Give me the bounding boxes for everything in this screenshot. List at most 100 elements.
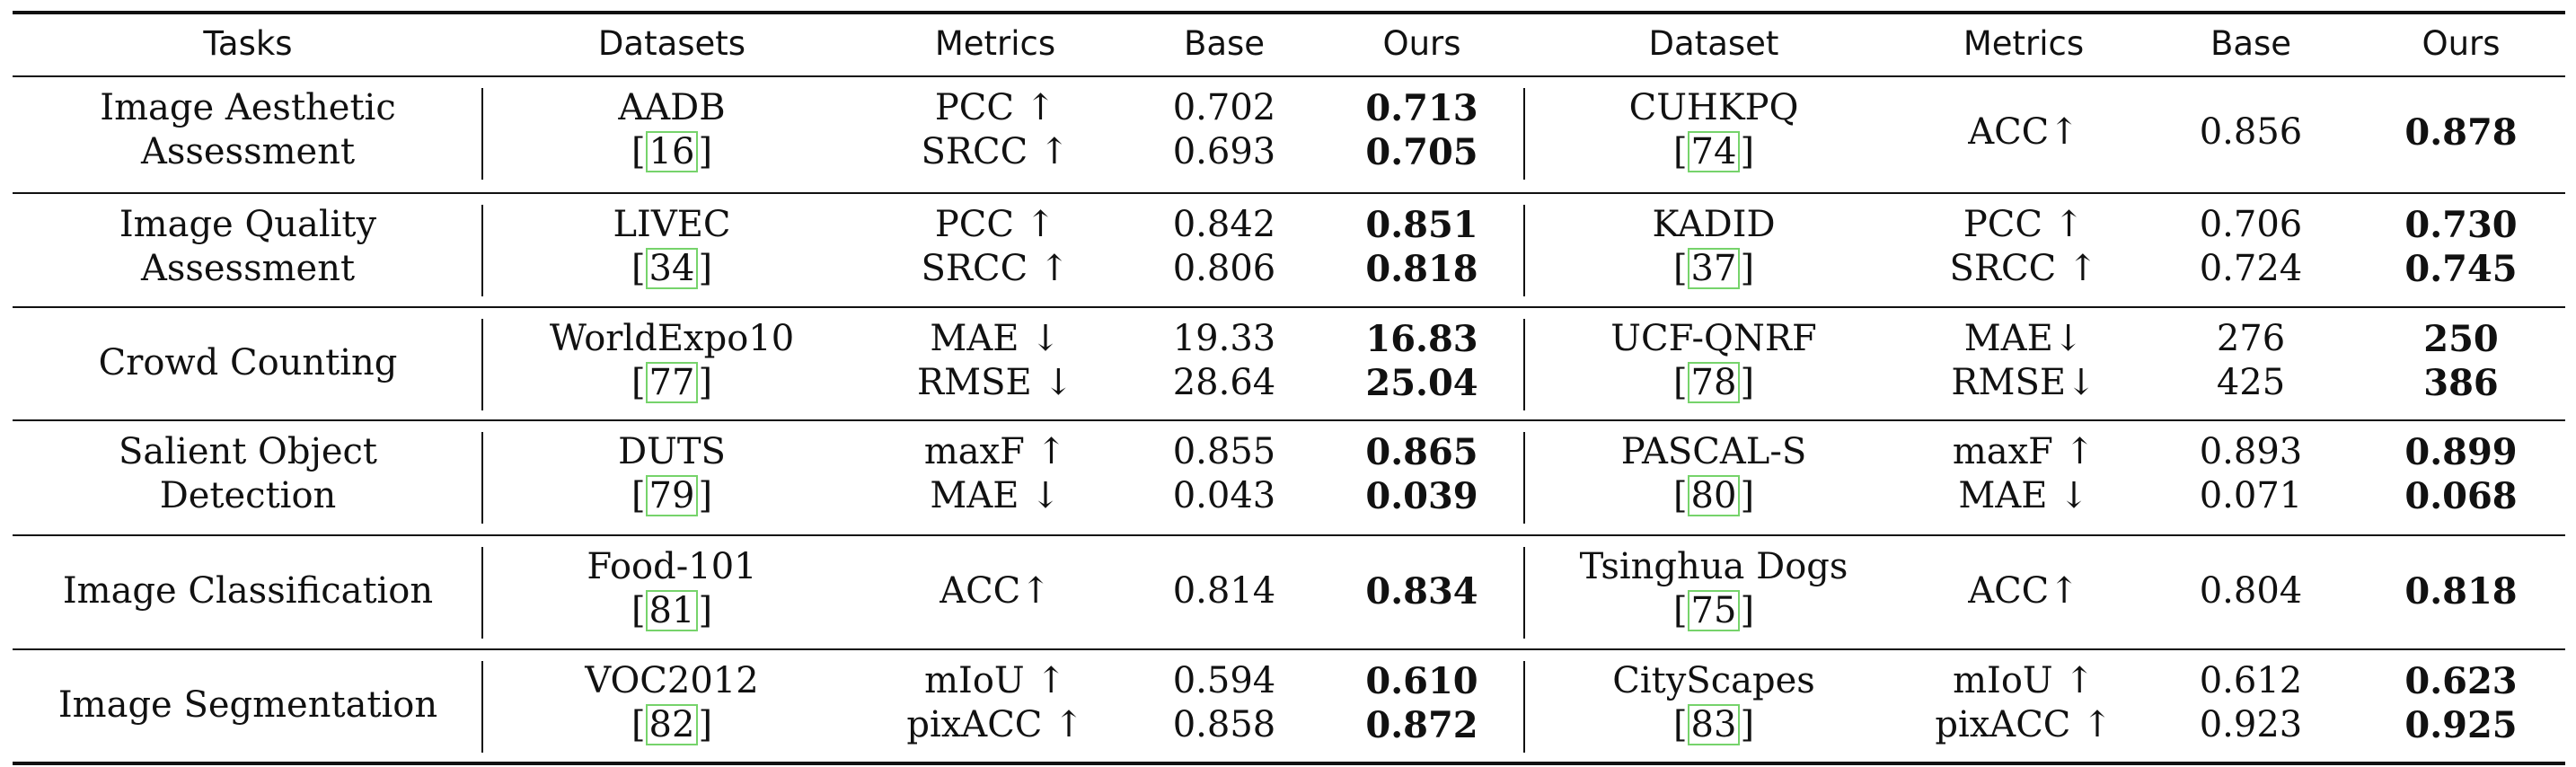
- right-base-value: 0.923: [2199, 704, 2303, 745]
- right-dataset-citation: [74]: [1525, 130, 1902, 174]
- citation-bracket-close: ]: [1740, 475, 1755, 516]
- citation-number[interactable]: 77: [645, 362, 699, 403]
- citation-number[interactable]: 78: [1687, 362, 1741, 403]
- right-base-value: 0.804: [2199, 569, 2303, 612]
- right-ours-value: 0.623: [2404, 660, 2518, 702]
- column-separator: [481, 319, 483, 410]
- column-separator: [1523, 319, 1525, 410]
- citation-bracket-close: ]: [1740, 131, 1755, 172]
- task-name-line2: Detection: [159, 475, 337, 516]
- header-ours-left: Ours: [1382, 24, 1461, 63]
- right-metric: pixACC ↑: [1935, 704, 2113, 745]
- left-metric: RMSE ↓: [917, 362, 1073, 403]
- citation-number[interactable]: 75: [1687, 590, 1741, 631]
- row-rule: [13, 419, 2565, 421]
- right-dataset-name: CUHKPQ: [1628, 87, 1799, 128]
- right-metric: ACC↑: [1968, 569, 2079, 612]
- header-metrics-right: Metrics: [1963, 24, 2085, 63]
- right-metric: RMSE↓: [1951, 362, 2096, 403]
- citation-bracket-close: ]: [698, 590, 713, 631]
- right-dataset-name: CityScapes: [1612, 660, 1815, 701]
- citation-bracket-open: [: [1672, 248, 1688, 289]
- left-ours-value: 0.610: [1365, 660, 1478, 702]
- left-metric: PCC ↑: [934, 87, 1056, 128]
- citation-number[interactable]: 74: [1687, 131, 1741, 172]
- citation-bracket-close: ]: [1740, 248, 1755, 289]
- right-metric: mIoU ↑: [1953, 660, 2095, 701]
- left-base-value: 0.693: [1172, 131, 1276, 172]
- left-dataset-citation: [79]: [483, 474, 860, 518]
- column-separator: [481, 661, 483, 753]
- right-ours-value: 386: [2423, 362, 2499, 404]
- citation-bracket-open: [: [1672, 362, 1688, 403]
- right-metric: PCC ↑: [1963, 204, 2085, 245]
- left-dataset-citation: [77]: [483, 361, 860, 405]
- header-base-left: Base: [1183, 24, 1266, 63]
- left-ours-value: 0.834: [1365, 569, 1478, 613]
- right-base-value: 0.612: [2199, 660, 2303, 701]
- citation-bracket-close: ]: [698, 704, 713, 745]
- left-base-value: 0.043: [1172, 475, 1276, 516]
- left-dataset-citation: [82]: [483, 703, 860, 747]
- left-base-value: 0.858: [1172, 704, 1276, 745]
- results-table: Tasks Datasets Metrics Base Ours Dataset…: [13, 11, 2565, 767]
- citation-bracket-close: ]: [1740, 362, 1755, 403]
- citation-number[interactable]: 79: [645, 475, 699, 516]
- column-separator: [481, 205, 483, 296]
- right-ours-value: 0.745: [2404, 248, 2518, 290]
- right-ours-value: 0.878: [2404, 110, 2518, 154]
- task-name-line2: Assessment: [140, 131, 356, 172]
- right-metric: SRCC ↑: [1949, 248, 2098, 289]
- column-separator: [481, 547, 483, 639]
- left-metric: ACC↑: [940, 569, 1051, 612]
- left-dataset-citation: [16]: [483, 130, 860, 174]
- left-ours-value: 0.713: [1365, 87, 1478, 129]
- row-rule: [13, 648, 2565, 650]
- left-base-value: 0.702: [1172, 87, 1276, 128]
- citation-bracket-open: [: [631, 590, 646, 631]
- right-dataset-name: Tsinghua Dogs: [1579, 546, 1848, 587]
- header-base-right: Base: [2210, 24, 2292, 63]
- row-rule: [13, 534, 2565, 536]
- citation-number[interactable]: 16: [645, 131, 699, 172]
- right-metric: MAE ↓: [1958, 475, 2089, 516]
- left-metric: mIoU ↑: [924, 660, 1066, 701]
- citation-number[interactable]: 80: [1687, 475, 1741, 516]
- right-dataset-name: PASCAL-S: [1620, 431, 1807, 472]
- left-metric: MAE ↓: [930, 318, 1061, 359]
- citation-bracket-close: ]: [698, 131, 713, 172]
- left-dataset-citation: [34]: [483, 247, 860, 291]
- column-separator: [1523, 547, 1525, 639]
- left-ours-value: 16.83: [1365, 318, 1478, 360]
- right-base-value: 425: [2216, 362, 2286, 403]
- left-ours-value: 0.818: [1365, 248, 1478, 290]
- top-rule: [13, 11, 2565, 14]
- right-ours-value: 0.730: [2404, 204, 2518, 246]
- column-separator: [1523, 432, 1525, 524]
- task-name: Crowd Counting: [98, 341, 398, 384]
- citation-number[interactable]: 37: [1687, 248, 1741, 289]
- citation-number[interactable]: 83: [1687, 704, 1741, 745]
- row-rule: [13, 306, 2565, 308]
- right-metric: ACC↑: [1968, 110, 2079, 153]
- citation-bracket-open: [: [1672, 590, 1688, 631]
- left-ours-value: 0.851: [1365, 204, 1478, 246]
- citation-number[interactable]: 34: [645, 248, 699, 289]
- header-dataset-right: Dataset: [1648, 24, 1779, 63]
- left-ours-value: 0.039: [1365, 475, 1478, 517]
- citation-bracket-open: [: [631, 475, 646, 516]
- left-metric: MAE ↓: [930, 475, 1061, 516]
- left-ours-value: 0.865: [1365, 431, 1478, 473]
- citation-number[interactable]: 82: [645, 704, 699, 745]
- left-metric: PCC ↑: [934, 204, 1056, 245]
- task-name: Image Segmentation: [57, 683, 438, 726]
- right-base-value: 0.706: [2199, 204, 2303, 245]
- column-separator: [481, 432, 483, 524]
- citation-bracket-close: ]: [1740, 590, 1755, 631]
- left-dataset-name: LIVEC: [613, 204, 731, 245]
- left-base-value: 19.33: [1172, 318, 1276, 359]
- left-metric: pixACC ↑: [906, 704, 1084, 745]
- left-metric: SRCC ↑: [921, 248, 1070, 289]
- citation-bracket-close: ]: [698, 362, 713, 403]
- citation-number[interactable]: 81: [645, 590, 699, 631]
